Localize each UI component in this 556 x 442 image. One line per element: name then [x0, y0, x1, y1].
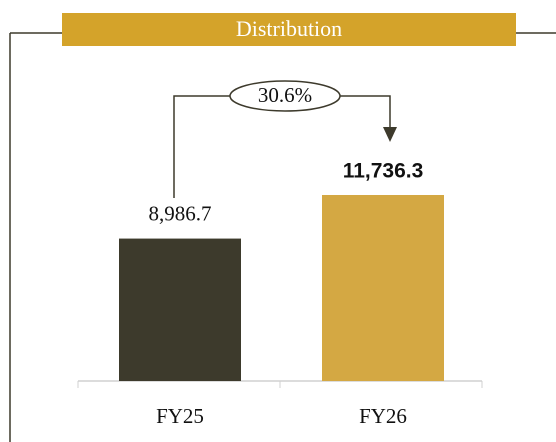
annotation-bubble	[229, 80, 341, 112]
bar	[322, 195, 444, 381]
annotation-arrow	[383, 127, 397, 142]
data-label: 8,986.7	[149, 201, 212, 225]
annotation-line	[173, 95, 230, 198]
data-label: 11,736.3	[343, 160, 424, 183]
x-tick-label: FY25	[156, 404, 204, 428]
annotation-line	[340, 95, 391, 128]
x-tick-label: FY26	[359, 404, 407, 428]
annotation: 30.6%	[258, 83, 312, 107]
title-box	[62, 13, 516, 46]
bar	[119, 238, 241, 381]
chart-title: Distribution	[236, 16, 342, 41]
